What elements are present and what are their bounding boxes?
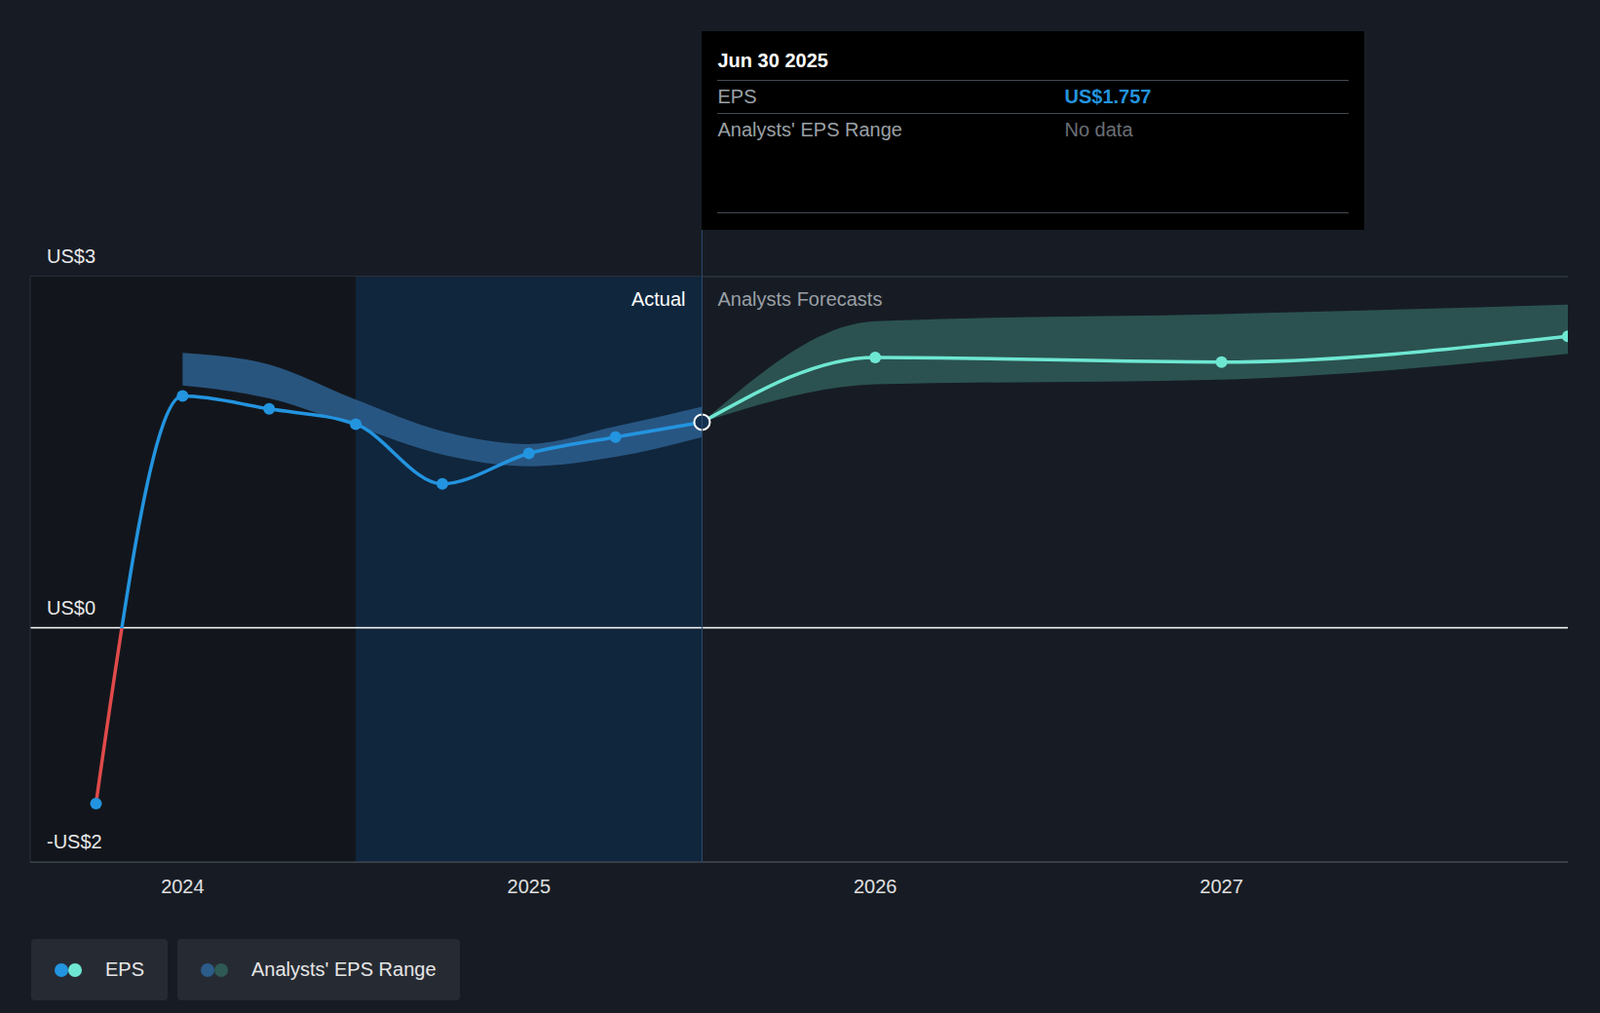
html-text:Analysts' EPS Range: Analysts' EPS Range [251, 958, 437, 981]
svg-text:2027: 2027 [1199, 876, 1244, 898]
html-text:US$1.757: US$1.757 [1064, 85, 1152, 108]
html-text:Analysts Forecasts: Analysts Forecasts [717, 288, 883, 310]
svg-text:2025: 2025 [507, 876, 552, 898]
svg-text:2024: 2024 [160, 876, 205, 898]
html-text:Actual: Actual [631, 288, 686, 310]
html-text:EPS: EPS [105, 958, 145, 981]
svg-text:US$0: US$0 [46, 597, 96, 619]
svg-text:2026: 2026 [853, 876, 898, 898]
html-text:Analysts' EPS Range: Analysts' EPS Range [717, 118, 903, 141]
svg-text:US$3: US$3 [46, 245, 96, 267]
html-text:No data: No data [1064, 118, 1133, 141]
svg-text:-US$2: -US$2 [46, 831, 103, 853]
html-text:Jun 30 2025: Jun 30 2025 [717, 49, 829, 72]
html-text:EPS: EPS [717, 85, 757, 108]
